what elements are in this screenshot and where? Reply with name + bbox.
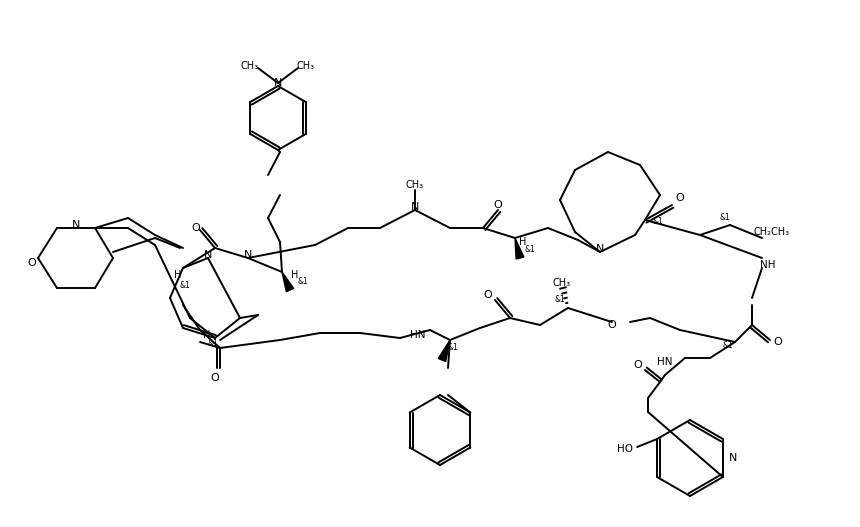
Text: O: O xyxy=(28,258,36,268)
Text: N: N xyxy=(244,250,252,260)
Polygon shape xyxy=(282,272,293,291)
Text: &1: &1 xyxy=(298,278,309,287)
Text: O: O xyxy=(211,373,219,383)
Text: H: H xyxy=(175,270,181,280)
Text: &1: &1 xyxy=(207,339,218,348)
Text: HN: HN xyxy=(657,357,673,367)
Text: HO: HO xyxy=(617,444,633,454)
Text: &1: &1 xyxy=(720,213,730,222)
Text: &1: &1 xyxy=(525,246,536,255)
Text: O: O xyxy=(494,200,502,210)
Text: O: O xyxy=(676,193,685,203)
Text: &1: &1 xyxy=(555,296,565,305)
Text: CH₂CH₃: CH₂CH₃ xyxy=(754,227,790,237)
Text: N: N xyxy=(204,250,212,260)
Text: H: H xyxy=(519,237,526,247)
Polygon shape xyxy=(439,340,450,362)
Text: &1: &1 xyxy=(653,218,663,227)
Text: &1: &1 xyxy=(180,280,190,289)
Text: CH₃: CH₃ xyxy=(297,61,315,71)
Text: O: O xyxy=(483,290,493,300)
Text: N: N xyxy=(728,453,737,463)
Text: N: N xyxy=(72,220,80,230)
Text: CH₃: CH₃ xyxy=(406,180,424,190)
Text: HN: HN xyxy=(410,330,426,340)
Text: H: H xyxy=(292,270,298,280)
Text: N: N xyxy=(596,244,605,254)
Text: O: O xyxy=(774,337,783,347)
Text: H: H xyxy=(203,330,211,340)
Text: N: N xyxy=(411,202,419,212)
Text: O: O xyxy=(608,320,617,330)
Text: O: O xyxy=(634,360,642,370)
Polygon shape xyxy=(515,238,524,259)
Text: &1: &1 xyxy=(722,340,734,349)
Text: N: N xyxy=(273,78,282,88)
Text: O: O xyxy=(192,223,200,233)
Text: &1: &1 xyxy=(447,344,458,353)
Text: CH₃: CH₃ xyxy=(241,61,259,71)
Text: CH₃: CH₃ xyxy=(553,278,571,288)
Text: NH: NH xyxy=(760,260,776,270)
